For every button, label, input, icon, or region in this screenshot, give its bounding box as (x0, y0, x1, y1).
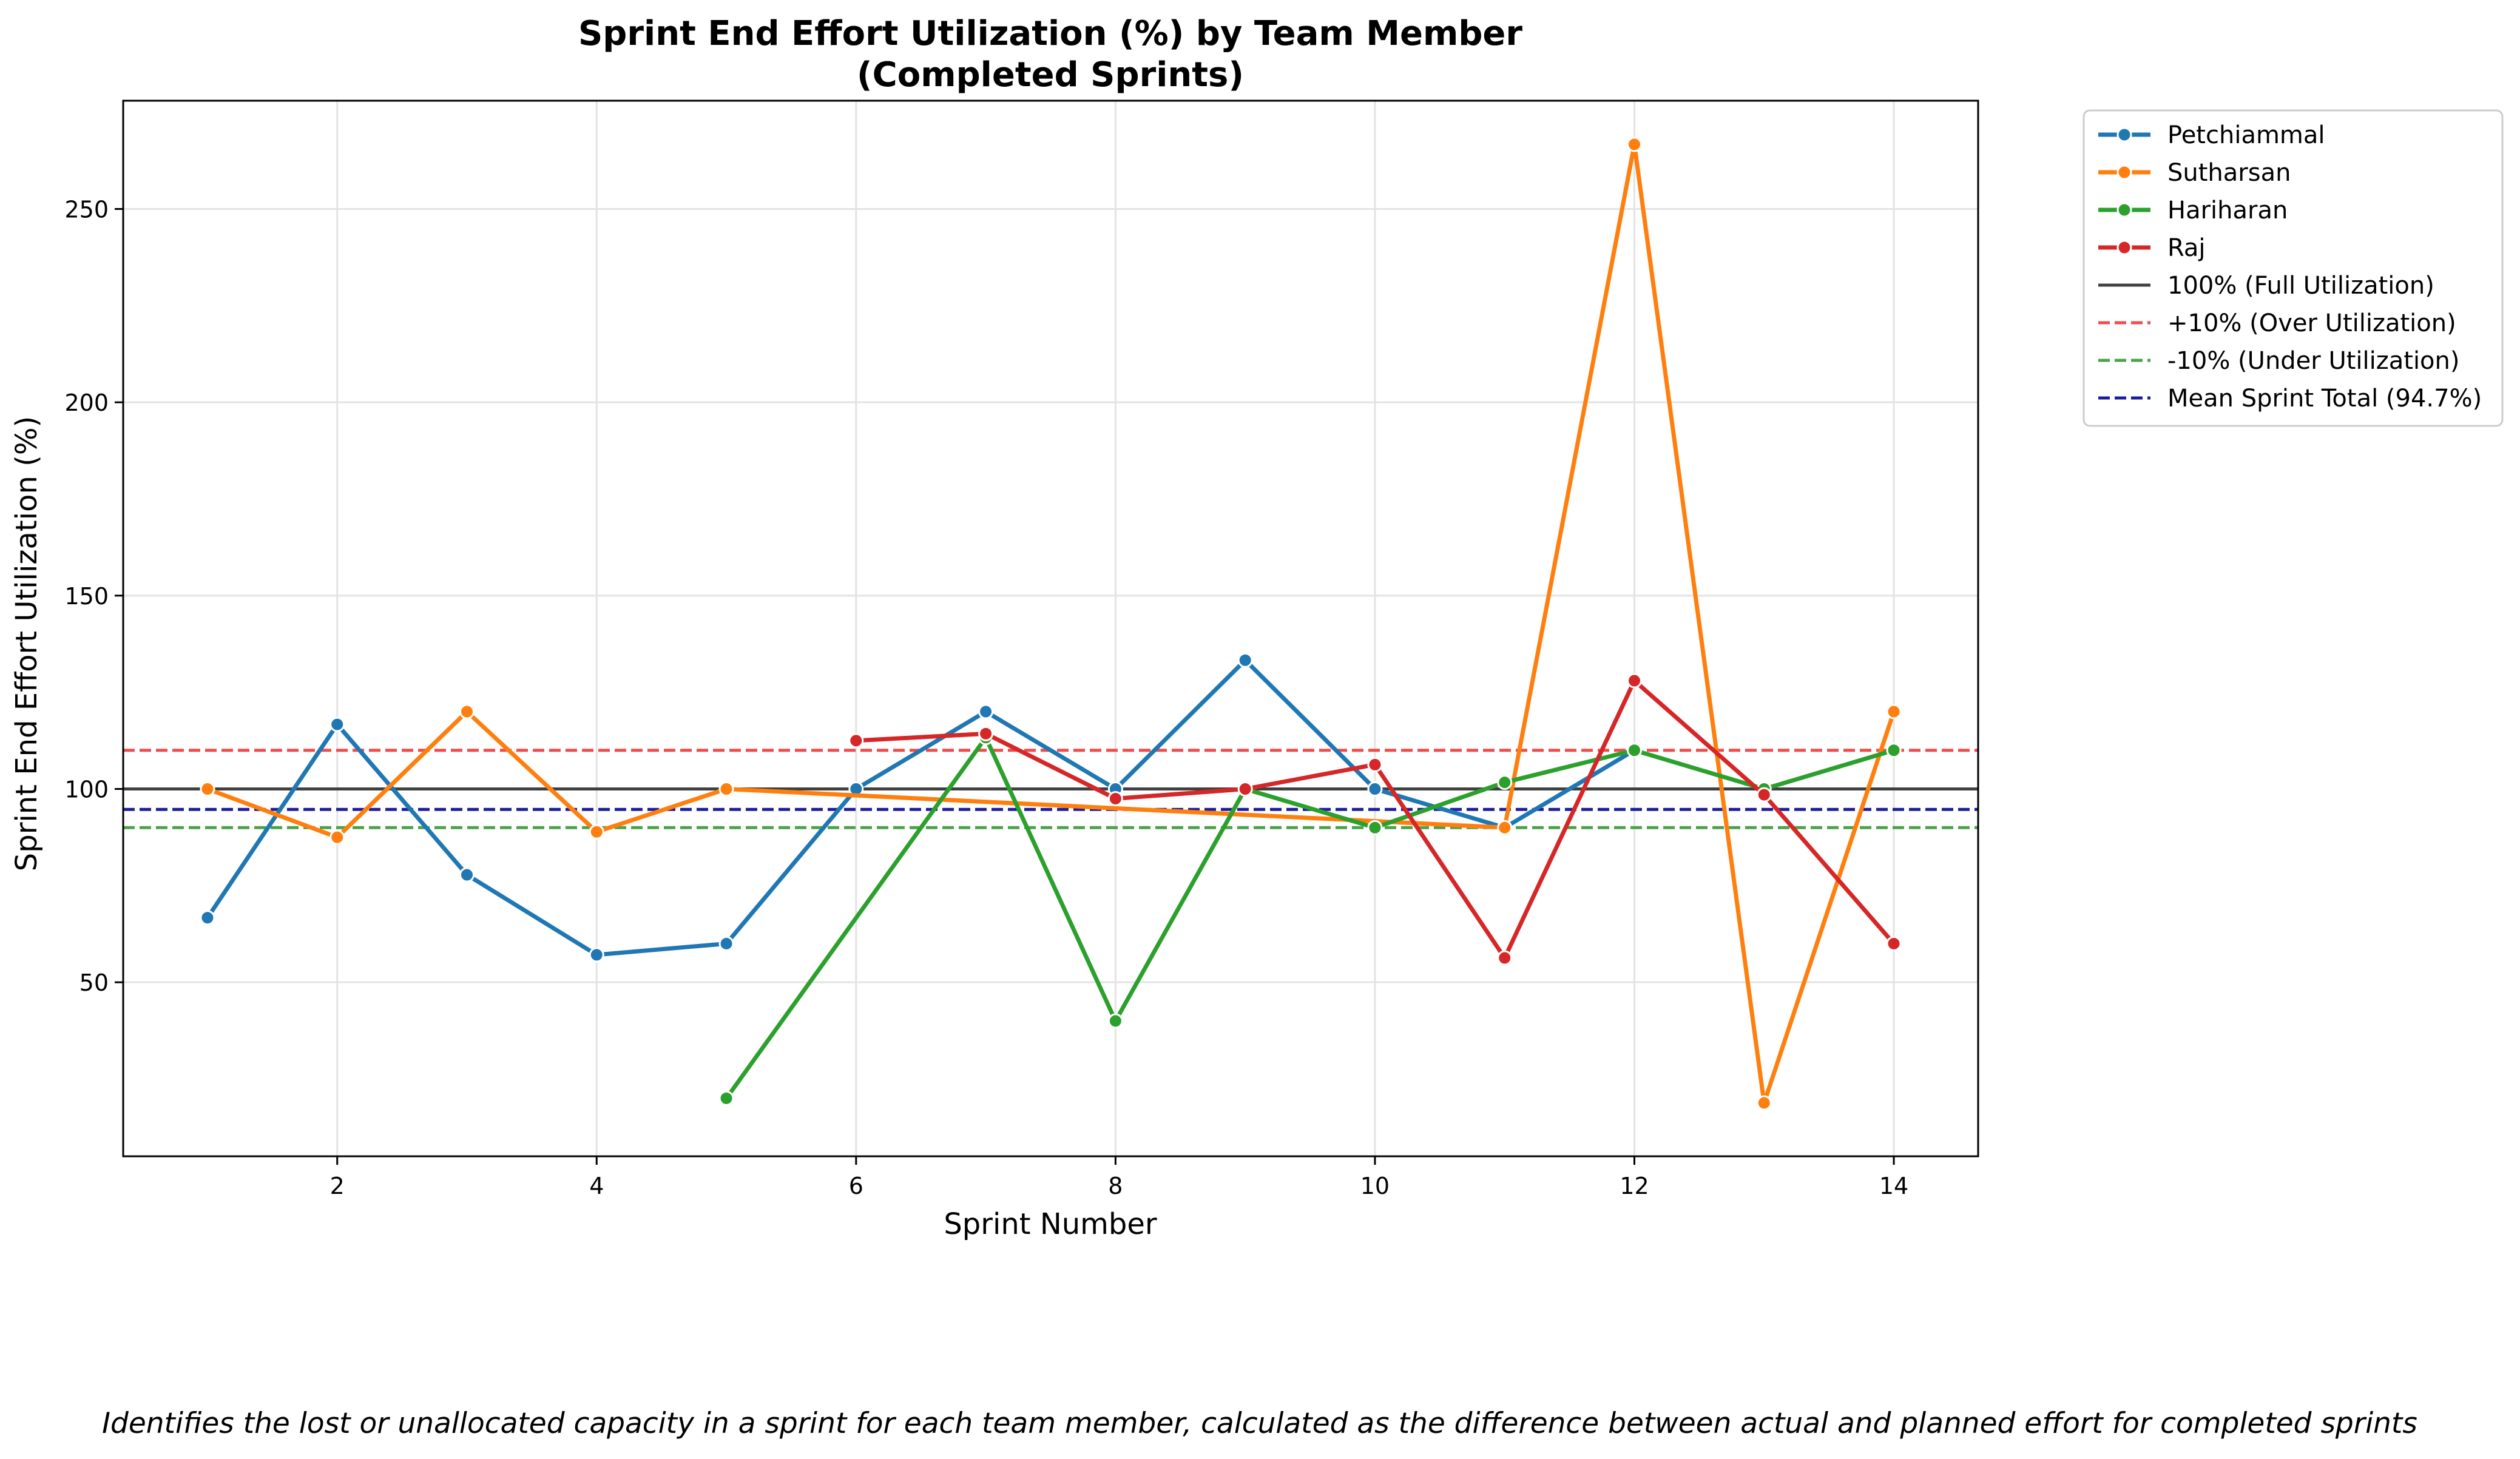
series-2-point-8 (1886, 743, 1902, 758)
series-3-point-8 (1886, 935, 1902, 951)
series-1-point-4 (718, 781, 734, 797)
legend-label-5: +10% (Over Utilization) (2167, 309, 2456, 337)
legend-box (2083, 109, 2504, 427)
series-0-point-1 (329, 716, 345, 732)
series-3-point-5 (1497, 950, 1513, 966)
y-axis-label: Sprint End Effort Utilization (%) (10, 416, 44, 871)
legend-marker-1 (2116, 164, 2132, 180)
series-3-point-3 (1237, 781, 1253, 797)
series-1-point-8 (1886, 704, 1902, 719)
series-1-point-5 (1497, 820, 1513, 835)
series-2-point-5 (1497, 775, 1513, 790)
series-1-point-3 (589, 824, 604, 840)
legend-marker-3 (2116, 240, 2132, 255)
y-tick-label-2: 150 (64, 583, 109, 610)
series-3-point-6 (1626, 673, 1642, 689)
series-1-point-2 (459, 704, 475, 719)
legend: Petchiammal Sutharsan Hariharan Raj 100% (Fu… (2083, 109, 2504, 427)
series-0-point-9 (1367, 781, 1383, 797)
series-3-point-1 (978, 726, 994, 741)
series-1-point-1 (329, 829, 345, 845)
x-tick-label-1: 4 (589, 1173, 604, 1199)
series-0-point-8 (1237, 652, 1253, 668)
y-tick-label-3: 200 (64, 389, 109, 416)
x-tick-label-4: 10 (1360, 1173, 1390, 1199)
series-0-point-0 (200, 910, 215, 926)
legend-label-6: -10% (Under Utilization) (2167, 347, 2459, 375)
x-tick-label-5: 12 (1620, 1173, 1649, 1199)
legend-label-1: Sutharsan (2167, 159, 2291, 187)
legend-marker-0 (2116, 127, 2132, 143)
series-0-point-4 (718, 935, 734, 951)
chart-title-line-1: Sprint End Effort Utilization (%) by Tea… (578, 14, 1522, 53)
axis-ticks: 2 4 6 8 10 12 14 50 100 150 200 250 (64, 196, 1908, 1199)
x-tick-label-6: 14 (1879, 1173, 1908, 1199)
legend-marker-2 (2116, 202, 2132, 218)
series-0-point-6 (978, 704, 994, 719)
series-3-point-2 (1107, 790, 1123, 806)
series-2-point-0 (718, 1090, 734, 1106)
x-tick-label-0: 2 (330, 1173, 345, 1199)
legend-label-3: Raj (2167, 234, 2206, 262)
series-2-point-2 (1107, 1013, 1123, 1029)
series-2-point-6 (1626, 743, 1642, 758)
chart-title-line-2: (Completed Sprints) (857, 55, 1244, 95)
series-layer (200, 136, 1902, 1111)
y-tick-label-4: 250 (64, 196, 109, 223)
series-0-point-3 (589, 947, 604, 963)
y-tick-label-0: 50 (79, 969, 109, 996)
series-1 (200, 136, 1902, 1111)
legend-label-2: Hariharan (2167, 197, 2288, 224)
x-axis-label: Sprint Number (944, 1207, 1157, 1241)
series-3-point-7 (1756, 787, 1772, 803)
legend-label-7: Mean Sprint Total (94.7%) (2167, 385, 2482, 413)
series-3 (848, 673, 1902, 966)
x-tick-label-2: 6 (849, 1173, 863, 1199)
x-tick-label-3: 8 (1108, 1173, 1123, 1199)
legend-label-0: Petchiammal (2167, 121, 2325, 149)
series-2-point-4 (1367, 820, 1383, 835)
series-1-point-0 (200, 781, 215, 797)
series-3-point-4 (1367, 756, 1383, 772)
series-0-point-2 (459, 867, 475, 883)
series-1-point-6 (1626, 136, 1642, 152)
chart-caption: Identifies the lost or unallocated capac… (102, 1407, 2417, 1440)
series-3-point-0 (848, 733, 864, 749)
series-1-point-7 (1756, 1095, 1772, 1111)
legend-label-4: 100% (Full Utilization) (2167, 272, 2434, 300)
y-tick-label-1: 100 (64, 777, 109, 803)
plot-area (122, 99, 1979, 1157)
